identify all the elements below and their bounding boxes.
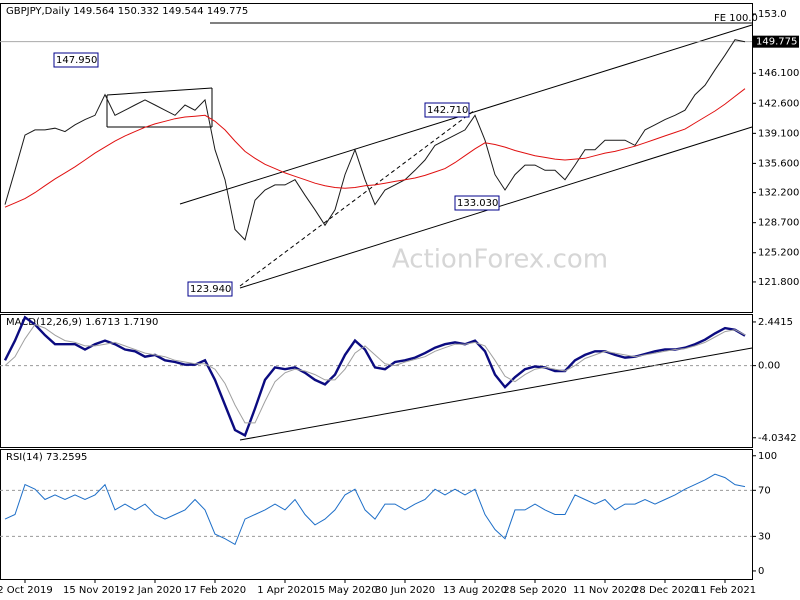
x-tick-label: 1 Apr 2020 [257,585,312,596]
series-line [4,88,746,208]
annotation: 147.950 [56,55,97,66]
rsi-pane [0,449,753,580]
last-price-box [753,35,799,48]
header-value: 149.564 [73,6,114,17]
pane-header: GBPJPY,Daily 149.564 150.332 149.544 149… [6,6,248,17]
header-value: 150.332 [118,6,159,17]
y-tick-label: 121.800 [758,277,799,288]
pane-title: GBPJPY,Daily [6,6,70,17]
range-top [106,87,213,96]
pane-header: RSI(14) 73.2595 [6,452,87,463]
price-pane [0,3,753,313]
header-value: 149.775 [207,6,248,17]
y-tick-label: 100 [758,451,777,462]
annotation: 133.030 [457,198,498,209]
pane-title: MACD(12,26,9) [6,317,82,328]
x-tick-label: 17 Feb 2020 [184,585,246,596]
x-tick-label: 28 Sep 2020 [503,585,566,596]
pane-header: MACD(12,26,9) 1.6713 1.7190 [6,317,158,328]
y-tick-label: -4.0342 [758,433,797,444]
y-tick-label: 30 [758,531,771,542]
x-tick-label: 30 Jun 2020 [375,585,435,596]
annotation-box [424,102,470,118]
x-tick-label: 13 Aug 2020 [443,585,507,596]
annotation-box [53,52,99,68]
last-price-label: 149.775 [756,37,797,48]
x-tick-label: 11 Feb 2021 [694,585,756,596]
y-tick-label: 135.600 [758,158,799,169]
annotation-box [454,195,500,211]
series-line [4,473,746,546]
y-tick-label: 146.100 [758,68,799,79]
y-tick-label: 2.4415 [758,317,793,328]
y-tick-label: 0 [758,566,764,577]
x-tick-label: 2 Oct 2019 [0,585,53,596]
y-tick-label: 142.600 [758,98,799,109]
series-line [3,315,746,438]
series-line [4,39,746,241]
watermark: ActionForex.com [392,245,608,275]
y-tick-label: 70 [758,485,771,496]
annotation-box [187,281,233,297]
pane-title: RSI(14) [6,452,43,463]
annotation: 123.940 [190,284,231,295]
y-tick-label: 132.200 [758,188,799,199]
y-tick-label: 153.0 [758,9,787,20]
y-tick-label: 0.00 [758,361,780,372]
y-tick-label: 139.100 [758,128,799,139]
x-tick-label: 2 Jan 2020 [128,585,182,596]
annotation: 142.710 [427,105,468,116]
y-tick-label: 125.200 [758,248,799,259]
x-tick-label: 11 Nov 2020 [573,585,637,596]
header-value: 1.6713 [85,317,120,328]
x-tick-label: 15 Nov 2019 [63,585,127,596]
y-tick-label: 128.700 [758,218,799,229]
header-value: 149.544 [162,6,203,17]
series-line [4,323,746,424]
annotation: FE 100.0 [714,13,758,24]
header-value: 73.2595 [46,452,87,463]
macd-trendline [239,347,753,441]
x-tick-label: 28 Dec 2020 [633,585,697,596]
header-value: 1.7190 [123,317,158,328]
x-tick-label: 15 May 2020 [312,585,377,596]
macd-pane [0,314,753,448]
